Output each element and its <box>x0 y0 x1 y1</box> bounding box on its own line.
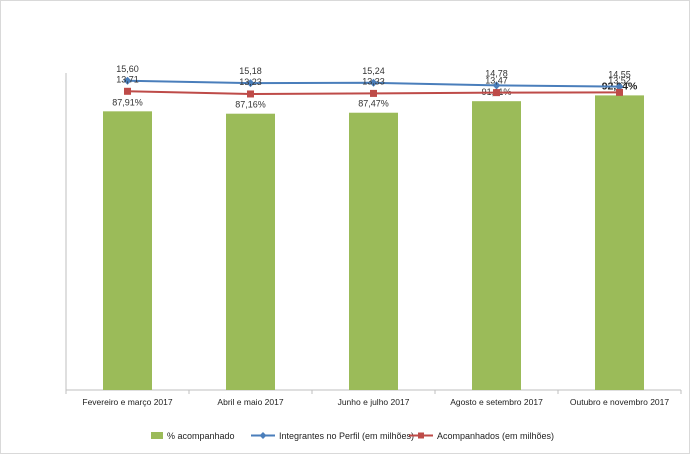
line-point-square <box>493 89 500 97</box>
legend-label: % acompanhado <box>167 431 235 441</box>
bar <box>472 101 521 390</box>
bar <box>103 111 152 390</box>
line-data-label: 15,24 <box>362 66 385 76</box>
line-data-label: 14,78 <box>485 68 508 78</box>
line-point-square <box>247 90 254 98</box>
x-tick-label: Agosto e setembro 2017 <box>450 397 543 407</box>
x-tick-label: Abril e maio 2017 <box>217 397 283 407</box>
bar-data-label: 87,16% <box>235 100 266 110</box>
bar <box>595 95 644 391</box>
line-data-label: 13,52 <box>608 75 631 85</box>
line-point-diamond <box>492 81 501 90</box>
line-point-diamond <box>369 78 378 87</box>
line-data-label: 15,60 <box>116 64 139 74</box>
bar <box>349 112 398 391</box>
line-data-label: 14,55 <box>608 70 631 80</box>
legend-swatch-bar <box>151 432 163 439</box>
x-tick-label: Fevereiro e março 2017 <box>82 397 173 407</box>
line-data-label: 13,71 <box>116 74 139 84</box>
bar <box>226 113 275 391</box>
line-point-square <box>616 88 623 96</box>
line-data-label: 13,33 <box>362 76 385 86</box>
x-tick-label: Outubro e novembro 2017 <box>570 397 670 407</box>
line-data-label: 13,47 <box>485 76 508 86</box>
legend-marker-diamond <box>259 432 267 439</box>
line-point-diamond <box>615 82 624 91</box>
legend-marker-square <box>418 432 424 439</box>
legend-label: Acompanhados (em milhões) <box>437 431 554 441</box>
line-point-square <box>124 87 131 95</box>
bar-data-label: 87,91% <box>112 97 143 107</box>
line-data-label: 13,23 <box>239 77 262 87</box>
line-point-square <box>370 89 377 97</box>
legend: % acompanhado Integrantes no Perfil (em m… <box>151 431 554 441</box>
line-point-diamond <box>246 79 255 88</box>
line-data-label: 15,18 <box>239 66 262 76</box>
line-point-diamond <box>123 76 132 85</box>
plot-area: 87,91%87,16%87,47%91,11%92,94%Fevereiro … <box>65 64 682 407</box>
bar-data-label: 87,47% <box>358 99 389 109</box>
legend-label: Integrantes no Perfil (em milhões) <box>279 431 414 441</box>
x-tick-label: Junho e julho 2017 <box>338 397 410 407</box>
